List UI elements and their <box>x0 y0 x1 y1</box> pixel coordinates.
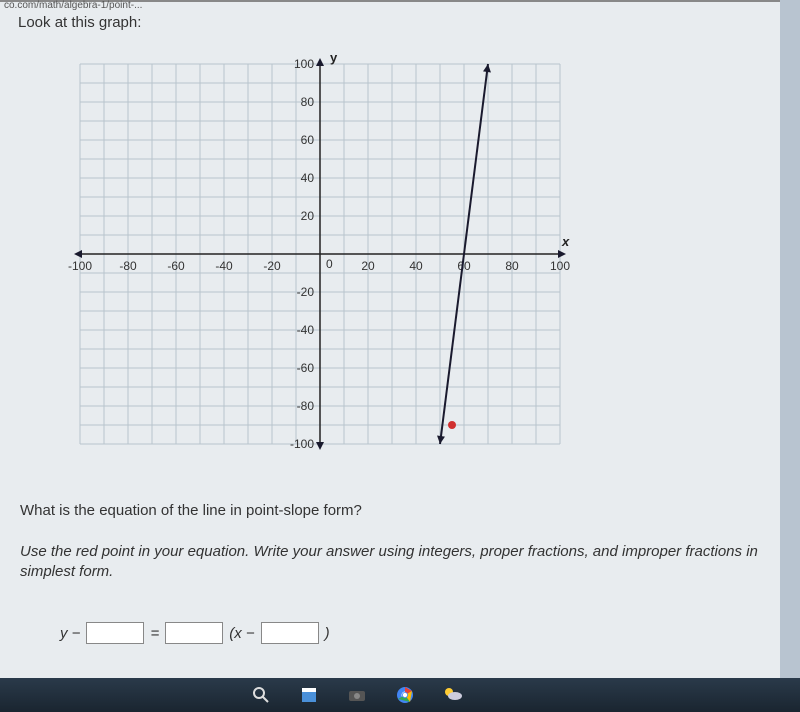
worksheet-page: co.com/math/algebra-1/point-... Look at … <box>0 0 780 680</box>
store-icon[interactable] <box>298 684 320 706</box>
answer-close: ) <box>325 625 330 642</box>
svg-text:-20: -20 <box>263 259 281 273</box>
search-icon[interactable] <box>250 684 272 706</box>
answer-open: (x − <box>229 625 254 642</box>
weather-icon[interactable] <box>442 684 464 706</box>
svg-text:20: 20 <box>361 259 375 273</box>
svg-text:-60: -60 <box>297 361 315 375</box>
svg-text:40: 40 <box>301 171 315 185</box>
svg-text:60: 60 <box>301 133 315 147</box>
svg-text:-40: -40 <box>215 259 233 273</box>
svg-text:-100: -100 <box>290 437 314 451</box>
svg-text:80: 80 <box>301 95 315 109</box>
question-text: What is the equation of the line in poin… <box>20 502 362 519</box>
svg-text:40: 40 <box>409 259 423 273</box>
svg-text:-20: -20 <box>297 285 315 299</box>
url-fragment: co.com/math/algebra-1/point-... <box>0 0 146 11</box>
graph-svg: -100 -80 -60 -40 -20 0 20 40 60 80 100 20 40 60 80 100 -… <box>50 34 590 474</box>
answer-equals: = <box>150 625 159 642</box>
svg-text:0: 0 <box>326 257 333 271</box>
svg-text:x: x <box>561 234 570 249</box>
answer-template: y − = (x − ) <box>60 622 330 644</box>
svg-text:-40: -40 <box>297 323 315 337</box>
x1-input[interactable] <box>261 622 319 644</box>
svg-text:y: y <box>330 50 338 65</box>
svg-text:-60: -60 <box>167 259 185 273</box>
instruction-text: Use the red point in your equation. Writ… <box>20 542 760 583</box>
svg-text:-80: -80 <box>297 399 315 413</box>
answer-prefix: y − <box>60 625 80 642</box>
svg-text:60: 60 <box>457 259 471 273</box>
slope-input[interactable] <box>165 622 223 644</box>
svg-text:100: 100 <box>550 259 570 273</box>
svg-text:-80: -80 <box>119 259 137 273</box>
svg-text:-100: -100 <box>68 259 92 273</box>
taskbar <box>0 678 800 712</box>
svg-text:80: 80 <box>505 259 519 273</box>
svg-text:20: 20 <box>301 209 315 223</box>
svg-text:100: 100 <box>294 57 314 71</box>
prompt-text: Look at this graph: <box>18 14 141 31</box>
camera-icon[interactable] <box>346 684 368 706</box>
coordinate-graph: -100 -80 -60 -40 -20 0 20 40 60 80 100 20 40 60 80 100 -… <box>50 34 590 474</box>
y1-input[interactable] <box>86 622 144 644</box>
chrome-icon[interactable] <box>394 684 416 706</box>
